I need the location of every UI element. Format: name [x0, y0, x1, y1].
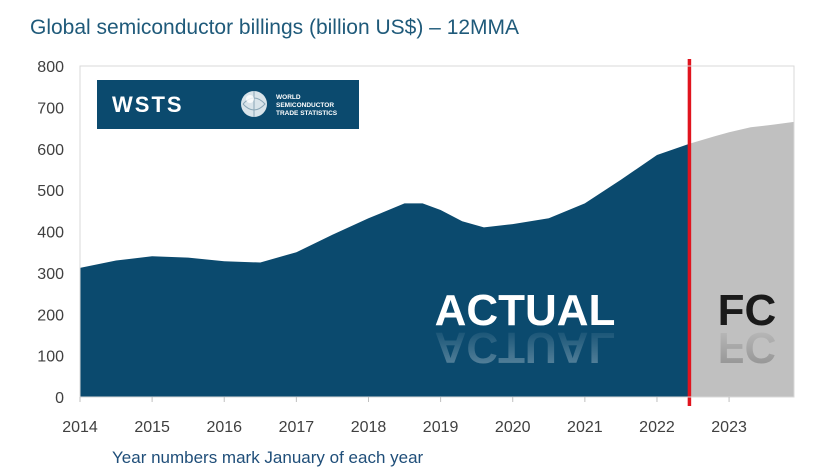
y-tick-label: 700: [37, 100, 64, 117]
series-label-actual: ACTUAL: [435, 286, 616, 335]
plot-frame: [79, 65, 795, 398]
y-tick-label: 100: [37, 349, 64, 366]
series-area-fc: [689, 121, 794, 398]
axis-note: Year numbers mark January of each year: [112, 448, 424, 467]
x-tick-label: 2017: [279, 419, 315, 436]
chart-title: Global semiconductor billings (billion U…: [30, 16, 519, 39]
x-tick-label: 2015: [134, 419, 170, 436]
y-tick-label: 600: [37, 142, 64, 159]
wsts-logo: WSTS WORLD SEMICONDUCTOR TRADE STATISTIC…: [97, 80, 359, 129]
logo-subtext-1: WORLD: [276, 94, 301, 101]
y-tick-label: 300: [37, 266, 64, 283]
y-tick-label: 800: [37, 59, 64, 76]
x-tick-label: 2021: [567, 419, 603, 436]
y-tick-label: 500: [37, 183, 64, 200]
x-tick-label: 2023: [711, 419, 747, 436]
logo-wordmark: WSTS: [112, 92, 184, 117]
globe-icon: [241, 91, 267, 117]
x-tick-label: 2014: [62, 419, 98, 436]
x-tick-label: 2019: [423, 419, 459, 436]
x-tick-label: 2020: [495, 419, 531, 436]
y-tick-label: 200: [37, 307, 64, 324]
logo-subtext-3: TRADE STATISTICS: [276, 110, 338, 117]
x-tick-label: 2018: [351, 419, 387, 436]
series-label-reflection-fc: FC: [718, 323, 777, 372]
logo-subtext-2: SEMICONDUCTOR: [276, 102, 334, 109]
series-label-reflection-actual: ACTUAL: [435, 323, 616, 372]
y-tick-label: 0: [55, 390, 64, 407]
x-tick-label: 2016: [206, 419, 242, 436]
series-label-fc: FC: [718, 286, 777, 335]
x-tick-label: 2022: [639, 419, 675, 436]
series-area-actual: [80, 143, 690, 397]
y-tick-label: 400: [37, 225, 64, 242]
